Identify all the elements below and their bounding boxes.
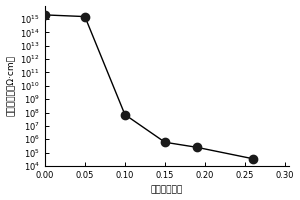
X-axis label: 碳纳米管含量: 碳纳米管含量 bbox=[151, 185, 183, 194]
Y-axis label: 体积电阴率（Ω·cm）: 体积电阴率（Ω·cm） bbox=[6, 55, 15, 116]
